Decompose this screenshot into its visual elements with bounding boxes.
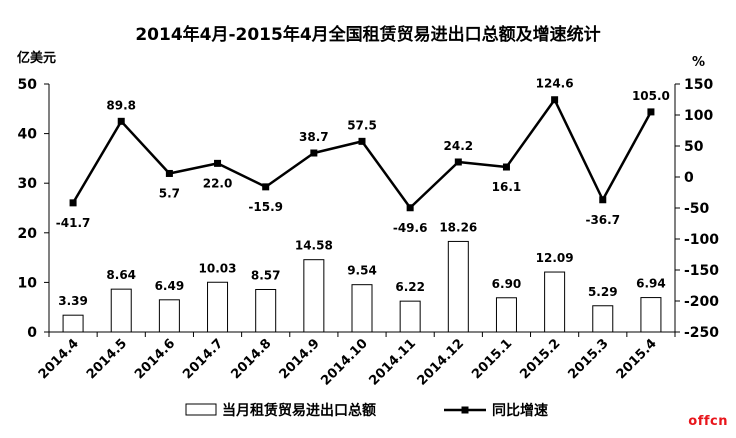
right-tick-label: -150 [684,263,719,279]
bar-value-label: 14.58 [295,239,333,253]
line-point [358,137,366,145]
data-labels: 3.39 8.64 6.49 10.03 8.57 14.58 9.54 6.22 18.26 6… [56,77,670,308]
x-tick-label: 2014.6 [132,336,178,382]
x-tick-label: 2014.7 [180,336,226,382]
left-axis-unit: 亿美元 [17,50,56,66]
line-value-label: 24.2 [444,139,474,153]
left-tick-label: 50 [18,77,38,93]
line-point [214,159,222,167]
line-point [262,183,270,191]
right-tick-label: 50 [684,139,704,155]
bar-value-label: 8.57 [251,268,281,282]
line-point [454,158,462,166]
bar [62,314,84,333]
line-point [599,196,607,204]
bar-value-label: 12.09 [536,251,574,265]
bar-value-label: 6.90 [492,277,522,291]
line-value-label: -41.7 [56,216,91,230]
right-tick-label: 0 [684,170,694,186]
right-tick-label: -50 [684,201,710,217]
left-tick-label: 0 [27,325,37,341]
line-value-label: -49.6 [393,221,428,235]
left-tick-label: 30 [18,176,38,192]
right-tick-label: 150 [684,77,713,93]
x-tick-label: 2015.3 [566,336,612,382]
bar [110,288,132,333]
bar [495,297,517,333]
legend-bar-label: 当月租赁贸易进出口总额 [222,402,376,419]
bar-value-label: 6.49 [155,279,185,293]
line-point [551,96,559,104]
x-tick-label: 2015.2 [517,336,563,382]
chart-title: 2014年4月-2015年4月全国租赁贸易进出口总额及增速统计 [135,24,600,45]
bar [447,240,469,333]
x-tick-label: 2015.1 [469,336,515,382]
left-tick-label: 10 [18,275,38,291]
line-value-label: 5.7 [159,186,180,200]
bar-series [62,240,662,333]
bar-value-label: 6.94 [636,277,666,291]
x-tick-label: 2014.5 [84,336,130,382]
line-point [502,163,510,171]
bar [158,299,180,333]
watermark: offcn [688,414,728,429]
bar-value-label: 5.29 [588,285,618,299]
bar-value-label: 9.54 [347,264,377,278]
line-value-label: 38.7 [299,130,329,144]
bar-value-label: 18.26 [439,220,477,234]
right-tick-label: -100 [684,232,719,248]
line-series [69,96,655,212]
bar [544,271,566,333]
bar-value-label: 10.03 [199,261,237,275]
bar [303,259,325,333]
line-value-label: -36.7 [585,213,620,227]
line-value-label: 16.1 [492,180,522,194]
x-tick-label: 2014.8 [228,336,274,382]
bar-value-label: 6.22 [395,280,425,294]
x-tick-label: 2015.4 [614,336,660,382]
line-point [310,149,318,157]
line-point [647,108,655,116]
bar [592,305,614,333]
left-tick-label: 20 [18,226,38,242]
line-point [117,117,125,125]
bar [207,281,229,333]
legend-line-label: 同比增速 [492,402,548,419]
bar [399,300,421,333]
line-value-label: 105.0 [632,89,670,103]
x-tick-label: 2014.11 [367,336,419,388]
bar [640,297,662,333]
left-tick-label: 40 [18,127,38,143]
legend: 当月租赁贸易进出口总额 同比增速 [185,402,548,419]
bar-value-label: 3.39 [58,294,88,308]
line-value-label: -15.9 [248,200,283,214]
line-point [69,199,77,207]
line-value-label: 89.8 [106,98,136,112]
right-tick-label: 100 [684,108,713,124]
right-tick-label: -200 [684,294,719,310]
x-tick-label: 2014.9 [277,336,323,382]
x-tick-label: 2014.10 [318,336,370,388]
legend-bar-swatch [185,403,217,416]
line-point [165,169,173,177]
line-value-label: 57.5 [347,118,377,132]
bar [255,288,277,333]
x-tick-label: 2014.12 [415,336,467,388]
line-point [406,204,414,212]
line-value-label: 124.6 [536,77,574,91]
bar-value-label: 8.64 [106,268,136,282]
bar [351,284,373,333]
x-tick-label: 2014.4 [36,336,82,382]
line-value-label: 22.0 [203,176,233,190]
right-axis-unit: % [692,55,705,70]
legend-line-marker [461,406,469,414]
right-tick-label: -250 [684,325,719,341]
